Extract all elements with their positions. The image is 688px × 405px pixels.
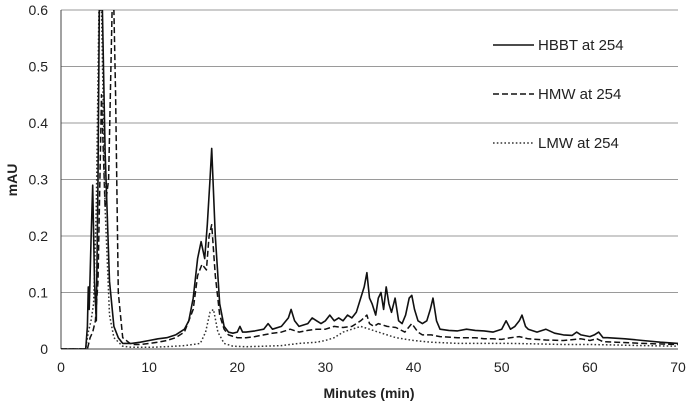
y-tick-labels: 0 0.1 0.2 0.3 0.4 0.5 0.6 — [29, 2, 49, 357]
x-tick-label-6: 60 — [582, 359, 598, 375]
x-tick-label-5: 50 — [494, 359, 510, 375]
series-lines — [61, 10, 678, 349]
x-tick-label-1: 10 — [141, 359, 157, 375]
x-axis-title: Minutes (min) — [324, 385, 415, 401]
x-tick-labels: 0 10 20 30 40 50 60 70 — [57, 359, 686, 375]
x-tick-label-7: 70 — [670, 359, 686, 375]
legend-label-0: HBBT at 254 — [538, 37, 624, 54]
y-tick-label-2: 0.2 — [29, 228, 49, 244]
legend-label-1: HMW at 254 — [538, 86, 621, 103]
x-tick-label-2: 20 — [229, 359, 245, 375]
y-axis-title: mAU — [4, 164, 20, 197]
y-tick-label-6: 0.6 — [29, 2, 49, 18]
legend: HBBT at 254 HMW at 254 LMW at 254 — [493, 37, 624, 152]
series-line-1 — [61, 10, 678, 349]
y-tick-label-4: 0.4 — [29, 115, 49, 131]
y-tick-label-5: 0.5 — [29, 59, 49, 75]
series-line-0 — [61, 10, 678, 349]
gridlines — [61, 9, 678, 293]
x-tick-label-3: 30 — [318, 359, 334, 375]
x-tick-label-4: 40 — [406, 359, 422, 375]
legend-label-2: LMW at 254 — [538, 135, 619, 152]
x-tick-label-0: 0 — [57, 359, 65, 375]
y-tick-label-1: 0.1 — [29, 285, 49, 301]
axes — [60, 10, 678, 350]
y-tick-label-0: 0 — [40, 341, 48, 357]
y-tick-label-3: 0.3 — [29, 172, 49, 188]
